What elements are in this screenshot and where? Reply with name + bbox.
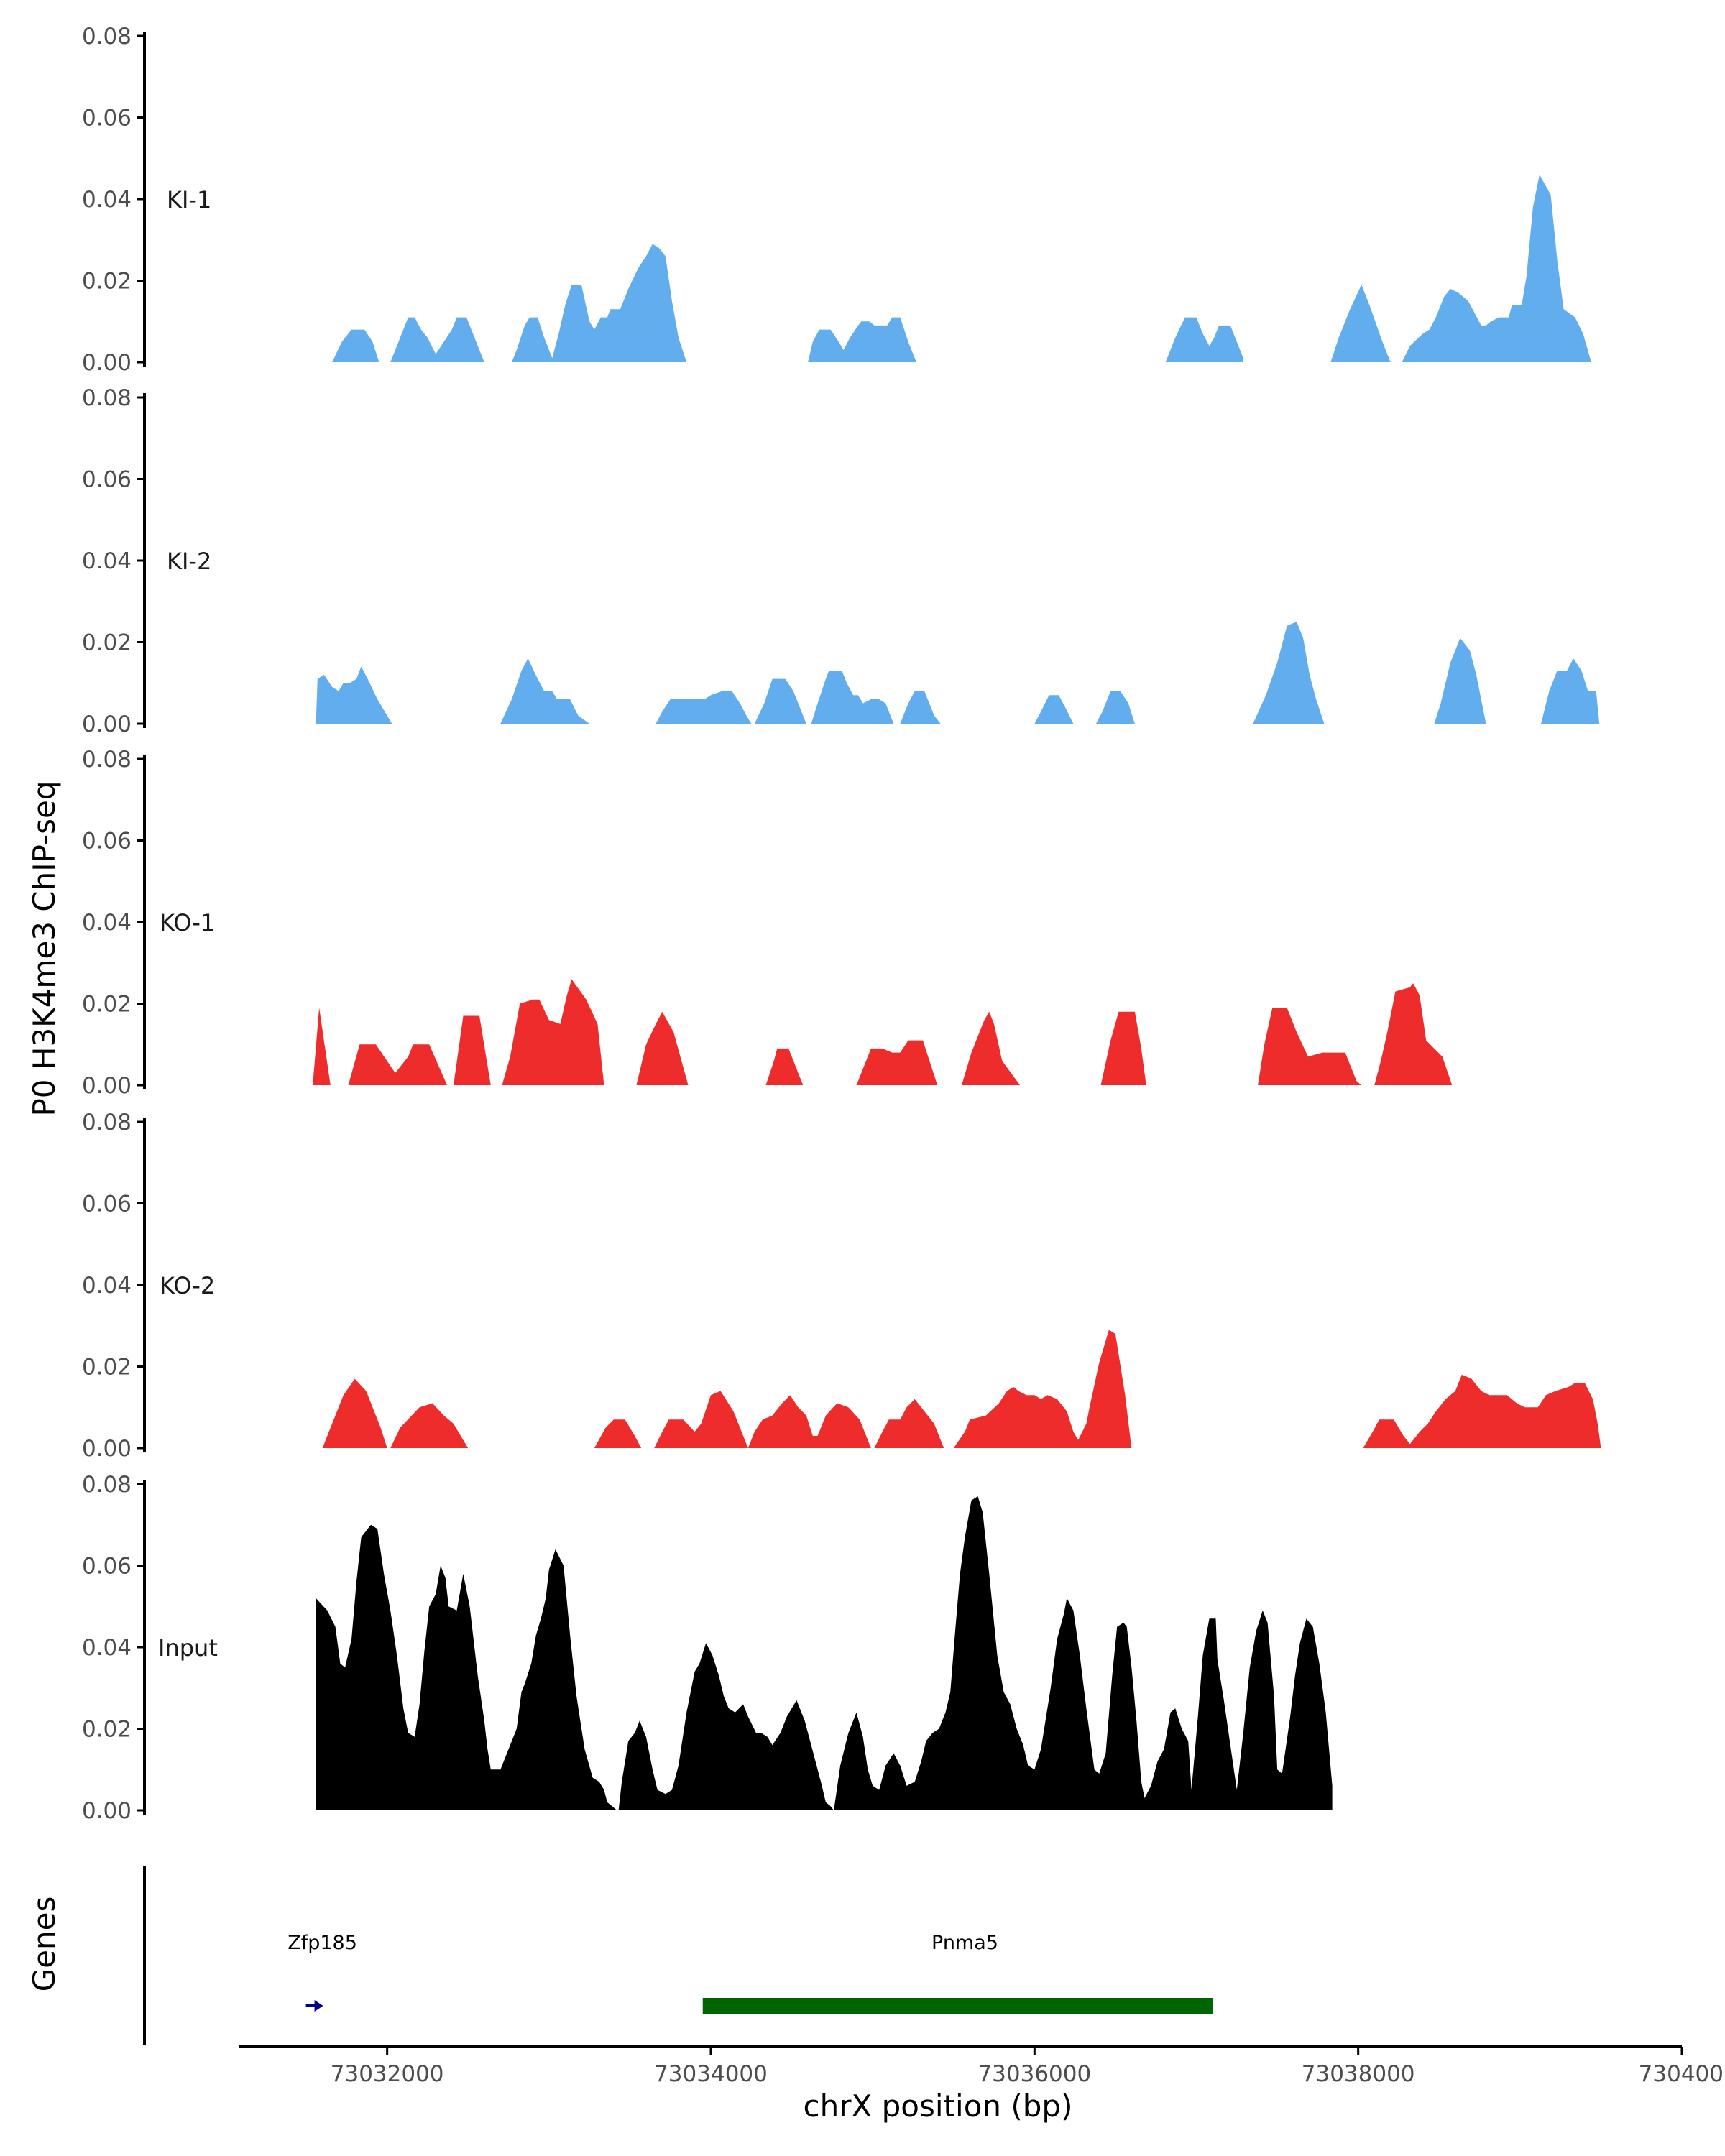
signal-peak: [1095, 691, 1135, 724]
signal-peak: [636, 1011, 689, 1085]
track-ko-2: 0.00 0.02 0.04 0.06 0.08 KO-2: [82, 1110, 1601, 1462]
signal-peak: [748, 1395, 871, 1448]
y-tick-label: 0.02: [82, 269, 132, 295]
signal-peak: [1165, 317, 1243, 362]
signal-peak: [332, 329, 380, 362]
y-tick-label: 0.00: [82, 1073, 132, 1099]
y-tick-label: 0.02: [82, 992, 132, 1018]
x-tick-label: 73038000: [1302, 2061, 1415, 2087]
track-ko-1: 0.00 0.02 0.04 0.06 0.08 KO-1: [82, 747, 1453, 1099]
y-tick-label: 0.06: [82, 829, 132, 854]
y-tick-label: 0.02: [82, 1355, 132, 1381]
y-tick-label: 0.00: [82, 1798, 132, 1824]
signal-peak: [1034, 695, 1074, 724]
y-axis-title: P0 H3K4me3 ChIP-seq: [27, 780, 62, 1116]
signal-peak: [900, 691, 941, 724]
signal-peak: [654, 1391, 748, 1448]
track-label: Input: [158, 1634, 218, 1662]
signal-peak: [316, 666, 392, 724]
signal-peak: [500, 658, 590, 724]
genes-panel: Zfp185 Pnma5: [143, 1866, 1213, 2045]
signal-peak: [594, 1419, 642, 1448]
signal-peak: [834, 1496, 1333, 1810]
gene-pnma5: Pnma5: [702, 1932, 1213, 2014]
y-tick-label: 0.06: [82, 1192, 132, 1217]
y-tick-label: 0.06: [82, 467, 132, 493]
gene-body: [702, 1998, 1213, 2014]
strand-arrow-icon: [314, 2000, 323, 2012]
x-tick-label: 73036000: [978, 2061, 1091, 2087]
track-ki-1: 0.00 0.02 0.04 0.06 0.08 KI-1: [82, 24, 1591, 376]
track-label: KO-2: [160, 1272, 215, 1299]
x-tick-label: 730400: [1639, 2061, 1724, 2087]
signal-peak: [316, 1524, 834, 1810]
signal-peak: [512, 244, 687, 362]
gene-label: Zfp185: [288, 1932, 357, 1954]
y-tick-label: 0.06: [82, 1554, 132, 1580]
signal-peak: [502, 979, 604, 1085]
signal-peak: [348, 1044, 447, 1085]
x-axis: 73032000 73034000 73036000 73038000 730400: [239, 2045, 1724, 2087]
track-label: KO-1: [160, 909, 215, 936]
signal-peak: [1100, 1011, 1146, 1085]
signal-peak: [856, 1040, 938, 1085]
gene-label: Pnma5: [932, 1932, 998, 1954]
signal-peak: [811, 671, 894, 724]
track-label: KI-2: [167, 548, 211, 575]
y-tick-label: 0.08: [82, 1110, 132, 1135]
y-tick-label: 0.04: [82, 548, 132, 574]
signal-peak: [765, 1048, 804, 1085]
y-tick-label: 0.08: [82, 24, 132, 50]
y-tick-label: 0.06: [82, 106, 132, 132]
y-tick-label: 0.04: [82, 910, 132, 936]
track-input: 0.00 0.02 0.04 0.06 0.08 Input: [82, 1472, 1333, 1824]
x-axis-title: chrX position (bp): [804, 2088, 1073, 2124]
signal-peak: [390, 317, 484, 362]
signal-peak: [656, 691, 752, 724]
gene-zfp185: Zfp185: [288, 1932, 357, 2012]
signal-peak: [1363, 1374, 1601, 1448]
signal-peak: [454, 1015, 491, 1085]
y-tick-label: 0.00: [82, 711, 132, 737]
tracks-group: 0.00 0.02 0.04 0.06 0.08 KI-1 0.00 0.02 0.04 0.06…: [82, 24, 1601, 1824]
y-tick-label: 0.02: [82, 1717, 132, 1743]
x-tick-label: 73034000: [654, 2061, 768, 2087]
signal-peak: [322, 1378, 387, 1448]
y-tick-label: 0.08: [82, 385, 132, 411]
signal-peak: [1258, 1008, 1362, 1085]
track-label: KI-1: [167, 186, 211, 213]
signal-peak: [1541, 658, 1600, 724]
y-tick-label: 0.02: [82, 630, 132, 656]
y-tick-label: 0.04: [82, 1273, 132, 1299]
signal-peak: [953, 1330, 1132, 1448]
signal-peak: [962, 1011, 1021, 1085]
y-tick-label: 0.00: [82, 350, 132, 376]
signal-peak: [1253, 622, 1325, 724]
y-tick-label: 0.00: [82, 1436, 132, 1462]
y-tick-label: 0.04: [82, 1635, 132, 1661]
signal-peak: [754, 678, 806, 724]
signal-peak: [874, 1399, 944, 1448]
y-tick-label: 0.08: [82, 1472, 132, 1498]
y-tick-label: 0.04: [82, 187, 132, 213]
signal-peak: [1374, 983, 1453, 1085]
signal-peak: [1434, 637, 1486, 724]
signal-peak: [390, 1403, 469, 1448]
genes-axis-title: Genes: [27, 1897, 62, 1992]
signal-peak: [1330, 285, 1391, 362]
signal-peak: [313, 1008, 331, 1085]
x-tick-label: 73032000: [331, 2061, 444, 2087]
track-ki-2: 0.00 0.02 0.04 0.06 0.08 KI-2: [82, 385, 1600, 737]
signal-peak: [1402, 174, 1591, 362]
y-tick-label: 0.08: [82, 747, 132, 773]
signal-peak: [808, 317, 916, 362]
